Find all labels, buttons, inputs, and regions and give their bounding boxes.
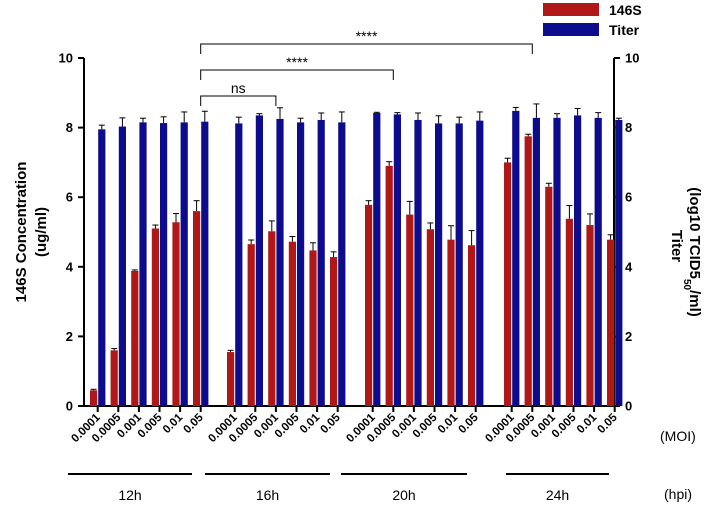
bar-titer-12h-0.005 (160, 123, 168, 407)
bar-146s-24h-0.05 (607, 239, 615, 406)
bar-titer-16h-0.005 (297, 122, 305, 406)
legend-label-146s: 146S (609, 2, 642, 18)
bar-146s-20h-0.05 (468, 245, 476, 406)
right-y-axis-title-line2: (log10 TCID550/ml) (682, 187, 704, 316)
bar-titer-24h-0.05 (615, 119, 623, 406)
bar-titer-16h-0.0005 (255, 115, 263, 407)
x-tick-label: 0.01 (161, 411, 186, 436)
bar-146s-16h-0.01 (309, 250, 317, 406)
x-tick-label: 0.05 (596, 411, 621, 436)
legend-swatch-146s (543, 3, 599, 16)
right-y-tick-label: 10 (625, 51, 639, 66)
bar-146s-20h-0.001 (406, 214, 414, 406)
left-y-tick-label: 4 (66, 259, 74, 274)
right-y-tick-label: 4 (625, 259, 633, 274)
bar-titer-24h-0.0005 (532, 117, 540, 406)
x-tick-label: 0.005 (411, 411, 440, 440)
bar-titer-16h-0.001 (276, 118, 284, 407)
group-labels: 12h 16h 20h 24h (68, 473, 609, 503)
bar-titer-20h-0.01 (455, 123, 463, 406)
x-tick-label: 0.01 (298, 411, 323, 436)
bar-146s-24h-0.0001 (504, 162, 512, 406)
bar-titer-20h-0.005 (435, 123, 443, 406)
group-label-24h: 24h (546, 487, 569, 503)
x-tick-label: 0.005 (273, 411, 302, 440)
significance-brackets: **** **** ns (200, 28, 533, 106)
left-y-tick-label: 6 (66, 190, 73, 205)
significance-label: **** (286, 54, 308, 70)
right-y-tick-label: 8 (625, 120, 632, 135)
legend-label-titer: Titer (609, 22, 640, 38)
bar-146s-20h-0.01 (447, 239, 455, 406)
bar-146s-12h-0.0005 (110, 350, 118, 406)
left-y-axis-title-line2: (ug/ml) (33, 207, 50, 257)
bar-titer-12h-0.0001 (98, 129, 106, 406)
bar-146s-20h-0.0005 (385, 165, 393, 406)
right-y-tick-label: 6 (625, 190, 632, 205)
group-label-16h: 16h (256, 487, 279, 503)
left-y-tick-label: 10 (59, 51, 73, 66)
left-y-tick-label: 2 (66, 329, 73, 344)
right-y-axis-title-line1: Titer (668, 230, 685, 262)
moi-unit-label: (MOI) (660, 428, 696, 444)
bar-titer-20h-0.0005 (393, 114, 401, 406)
bar-146s-12h-0.005 (151, 228, 159, 406)
group-label-20h: 20h (392, 487, 415, 503)
left-y-tick-label: 8 (66, 120, 73, 135)
bar-titer-20h-0.05 (476, 120, 484, 406)
right-y-tick-label: 2 (625, 329, 632, 344)
bar-titer-16h-0.01 (317, 119, 325, 406)
bars (90, 103, 623, 407)
bar-titer-24h-0.0001 (512, 110, 520, 406)
significance-label: ns (231, 80, 246, 96)
bar-146s-24h-0.001 (545, 186, 553, 406)
left-y-ticks: 0 2 4 6 8 10 (59, 51, 84, 414)
x-tick-label: 0.05 (182, 411, 207, 436)
bar-146s-16h-0.001 (268, 231, 276, 406)
right-y-tick-label: 0 (625, 399, 632, 414)
left-y-tick-label: 0 (66, 399, 73, 414)
bar-titer-24h-0.01 (594, 117, 602, 406)
bar-146s-16h-0.0001 (227, 352, 235, 406)
legend-swatch-titer (543, 23, 599, 36)
significance-label: **** (356, 28, 378, 44)
hpi-unit-label: (hpi) (664, 486, 692, 502)
bar-titer-16h-0.05 (338, 122, 346, 406)
bar-146s-16h-0.005 (288, 241, 296, 406)
significance-bracket (200, 95, 277, 106)
bar-titer-12h-0.001 (139, 122, 147, 406)
bar-titer-12h-0.05 (201, 121, 209, 407)
x-tick-label: 0.05 (319, 411, 344, 436)
bar-titer-12h-0.01 (180, 122, 188, 406)
bar-titer-24h-0.001 (553, 117, 561, 406)
bar-146s-12h-0.0001 (90, 390, 98, 406)
left-y-axis-title-line1: 146S Concentration (13, 162, 30, 303)
bar-titer-16h-0.0001 (235, 123, 243, 406)
x-tick-label: 0.005 (136, 411, 165, 440)
bar-146s-12h-0.01 (172, 222, 180, 406)
bar-titer-20h-0.001 (414, 119, 422, 406)
bar-titer-20h-0.0001 (373, 112, 381, 406)
bar-146s-12h-0.05 (193, 211, 201, 406)
bar-titer-12h-0.0005 (118, 126, 126, 406)
group-label-12h: 12h (118, 487, 141, 503)
bar-146s-20h-0.005 (426, 229, 434, 406)
bar-146s-12h-0.001 (131, 270, 139, 406)
bar-146s-24h-0.005 (565, 218, 573, 406)
bar-titer-24h-0.005 (574, 115, 582, 407)
bar-146s-16h-0.05 (330, 257, 338, 406)
significance-bracket (200, 43, 533, 54)
x-tick-label: 0.01 (575, 411, 600, 436)
significance-bracket (200, 69, 394, 80)
x-tick-label: 0.05 (457, 411, 482, 436)
x-tick-label: 0.01 (436, 411, 461, 436)
bar-146s-16h-0.0005 (247, 244, 255, 406)
bar-146s-24h-0.0005 (524, 136, 532, 407)
legend: 146S Titer (543, 2, 642, 38)
x-tick-label: 0.005 (550, 411, 579, 440)
bar-146s-24h-0.01 (586, 225, 594, 406)
bar-146s-20h-0.0001 (365, 204, 373, 406)
